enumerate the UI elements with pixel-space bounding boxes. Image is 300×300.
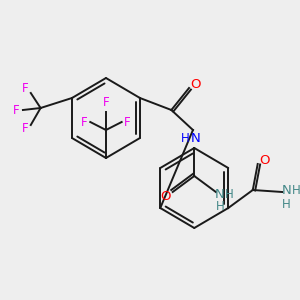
Text: H: H	[282, 197, 290, 211]
Text: O: O	[190, 77, 201, 91]
Text: F: F	[81, 116, 88, 128]
Text: H: H	[292, 184, 300, 196]
Text: N: N	[215, 188, 225, 200]
Text: H: H	[225, 188, 234, 200]
Text: O: O	[259, 154, 270, 167]
Text: N: N	[191, 131, 201, 145]
Text: F: F	[124, 116, 131, 128]
Text: N: N	[281, 184, 291, 196]
Text: F: F	[103, 95, 109, 109]
Text: O: O	[160, 190, 171, 202]
Text: H: H	[181, 131, 190, 145]
Text: H: H	[215, 200, 224, 212]
Text: F: F	[13, 103, 20, 116]
Text: F: F	[22, 82, 28, 95]
Text: F: F	[22, 122, 28, 136]
